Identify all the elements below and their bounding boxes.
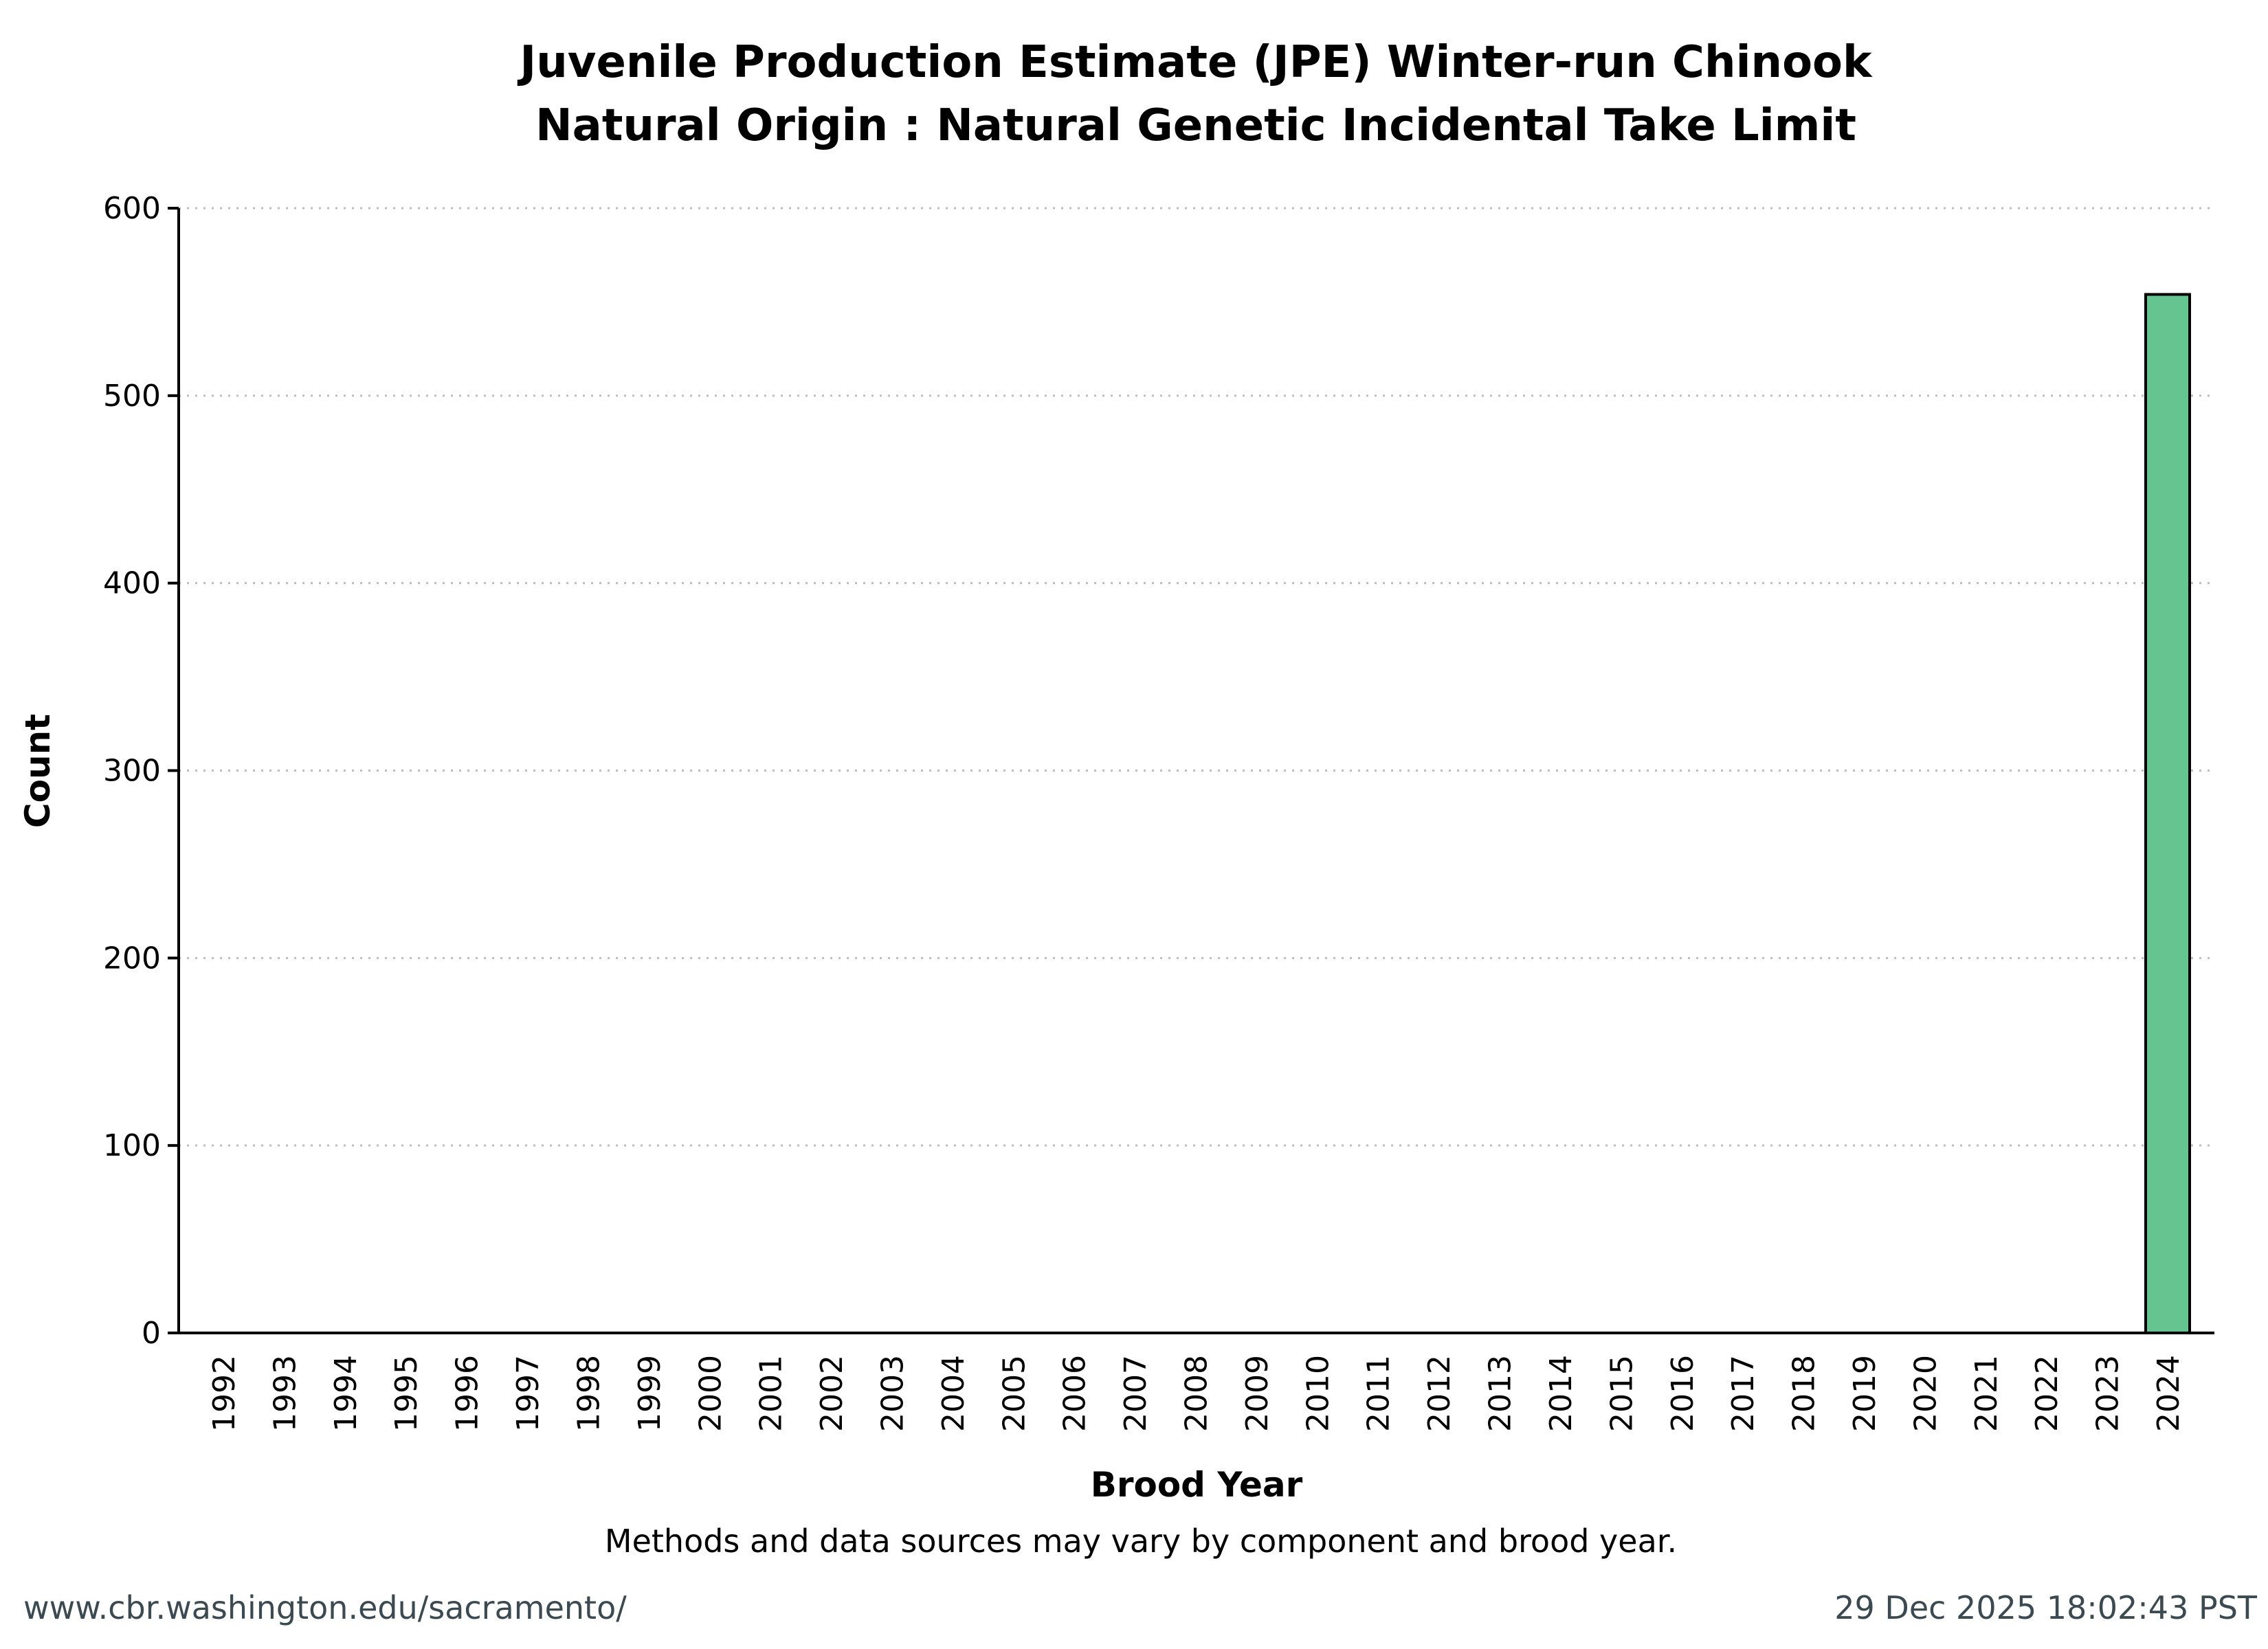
x-tick-label-2024: 2024 [2151,1355,2186,1432]
x-tick-label-2013: 2013 [1483,1355,1518,1432]
footer-url: www.cbr.washington.edu/sacramento/ [23,1589,627,1626]
x-tick-label-1992: 1992 [207,1355,242,1432]
x-tick-label-2007: 2007 [1118,1355,1153,1432]
x-tick-label-2009: 2009 [1240,1355,1275,1432]
footer-timestamp: 29 Dec 2025 18:02:43 PST [1834,1589,2258,1626]
x-tick-label-2014: 2014 [1544,1355,1579,1432]
x-tick-label-2012: 2012 [1422,1355,1457,1432]
x-tick-label-1997: 1997 [511,1355,546,1432]
y-axis-title: Count [18,714,58,828]
x-tick-label-2021: 2021 [1969,1355,2004,1432]
x-tick-label-1999: 1999 [632,1355,667,1432]
x-axis-title: Brood Year [1091,1465,1303,1505]
chart-title-line-1: Juvenile Production Estimate (JPE) Winte… [517,37,1873,88]
x-tick-label-2023: 2023 [2091,1355,2126,1432]
x-tick-label-2004: 2004 [936,1355,971,1432]
bars [2144,293,2191,1335]
x-tick-label-2002: 2002 [814,1355,849,1432]
x-tick-label-2010: 2010 [1300,1355,1335,1432]
bar-2024 [2144,293,2191,1335]
chart-title-line-2: Natural Origin : Natural Genetic Inciden… [535,100,1856,151]
x-tick-label-2019: 2019 [1847,1355,1882,1432]
x-tick-label-2001: 2001 [754,1355,789,1432]
y-tick-label: 300 [103,754,161,789]
y-axis-ticks: 0 100 200 300 400 500 600 [103,191,179,1351]
x-tick-label-2022: 2022 [2030,1355,2065,1432]
x-tick-label-2008: 2008 [1179,1355,1214,1432]
x-tick-label-2003: 2003 [875,1355,910,1432]
x-tick-label-1993: 1993 [267,1355,302,1432]
y-tick-label: 500 [103,379,161,414]
x-axis-ticks: 1992 1993 1994 1995 1996 1997 1998 1999 2000 2001… [207,1355,2186,1432]
x-tick-label-2015: 2015 [1604,1355,1639,1432]
x-tick-label-1998: 1998 [571,1355,606,1432]
x-tick-label-2018: 2018 [1787,1355,1822,1432]
methods-note: Methods and data sources may vary by com… [605,1523,1677,1560]
x-tick-label-2020: 2020 [1908,1355,1943,1432]
y-tick-label: 200 [103,941,161,976]
x-tick-label-2017: 2017 [1726,1355,1761,1432]
x-tick-label-2005: 2005 [997,1355,1032,1432]
x-tick-label-1994: 1994 [329,1355,364,1432]
x-tick-label-2016: 2016 [1665,1355,1700,1432]
x-tick-label-2011: 2011 [1361,1355,1397,1432]
y-gridlines [179,207,2214,1147]
y-tick-label: 0 [142,1316,161,1351]
y-tick-label: 600 [103,191,161,226]
y-tick-label: 100 [103,1128,161,1163]
y-tick-label: 400 [103,566,161,601]
x-tick-label-2000: 2000 [693,1355,728,1432]
x-tick-label-2006: 2006 [1058,1355,1093,1432]
x-tick-label-1996: 1996 [450,1355,485,1432]
x-tick-label-1995: 1995 [389,1355,424,1432]
